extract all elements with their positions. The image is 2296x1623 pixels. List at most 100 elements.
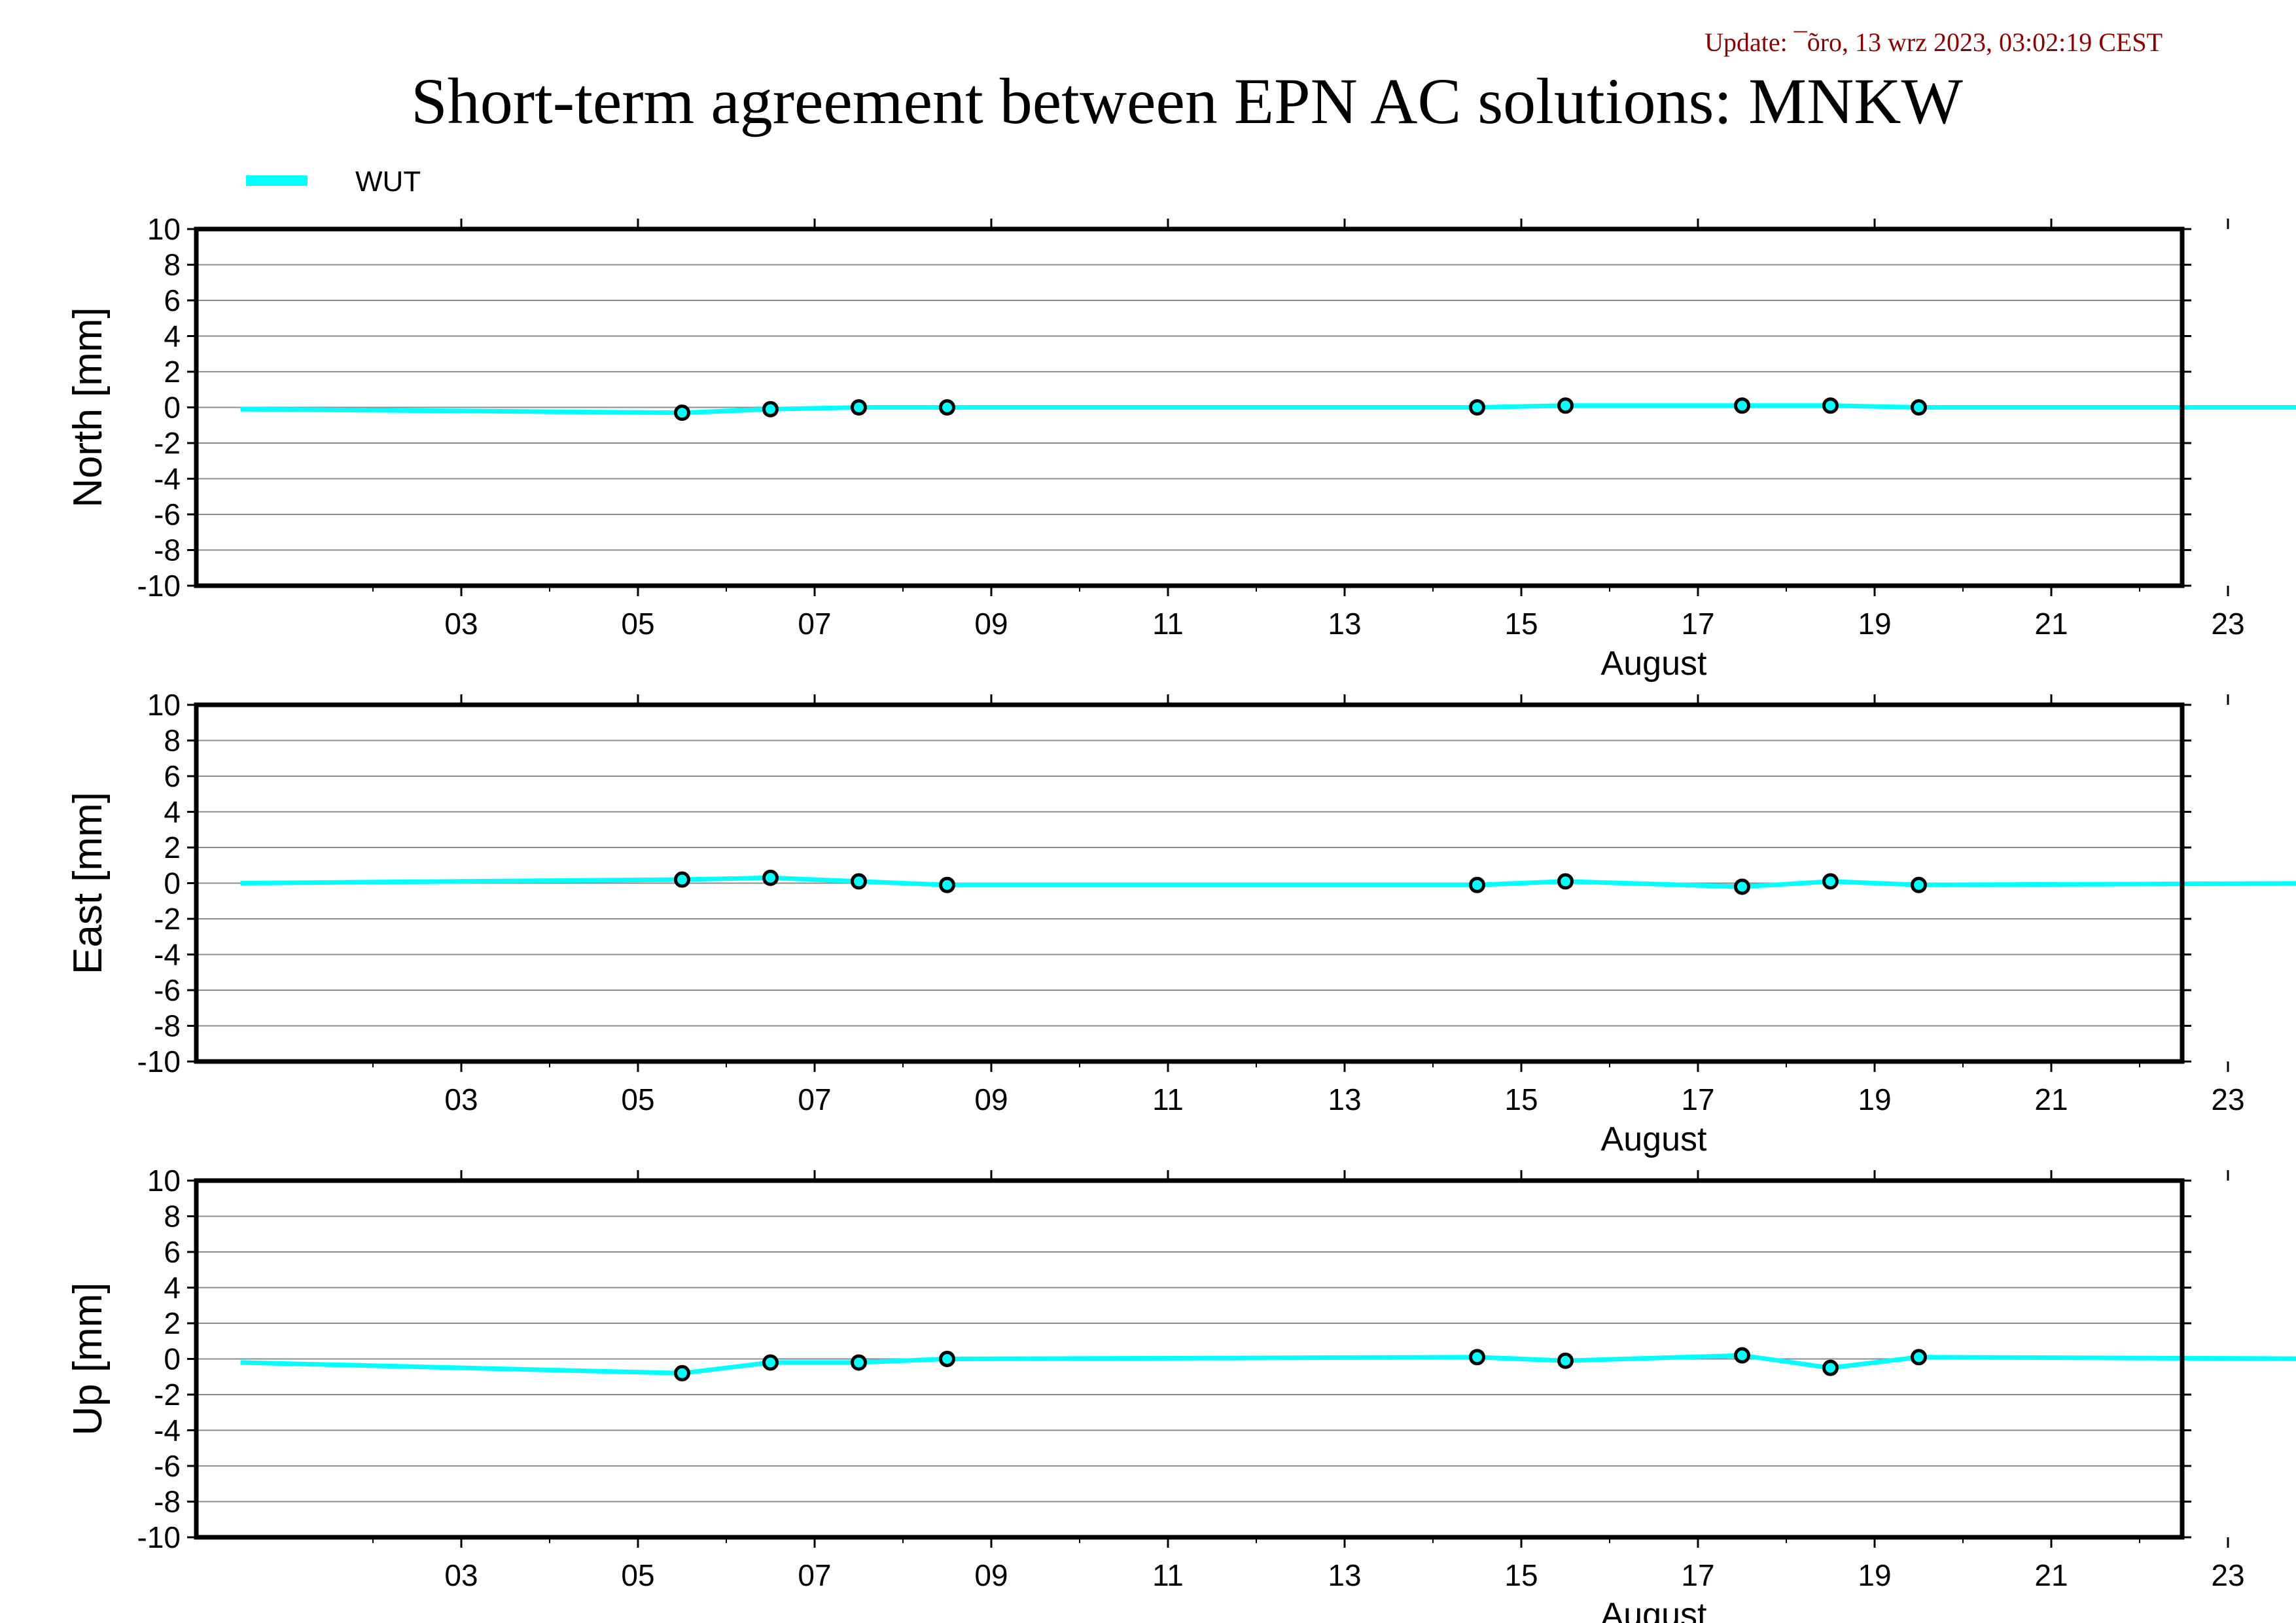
data-point bbox=[1822, 397, 1839, 414]
month-label: August bbox=[1601, 645, 1707, 683]
y-tick-label: -6 bbox=[154, 973, 181, 1007]
x-tick-label: 03 bbox=[444, 1558, 478, 1592]
x-tick-label: 11 bbox=[1152, 1558, 1184, 1592]
y-axis-label: Up [mm] bbox=[65, 1282, 111, 1435]
y-tick-label: -6 bbox=[154, 497, 181, 531]
x-tick-label: 19 bbox=[1858, 1082, 1891, 1116]
y-tick-label: -10 bbox=[137, 1044, 181, 1079]
x-tick-label: 07 bbox=[798, 607, 831, 641]
data-point bbox=[939, 876, 955, 893]
series-line-wut bbox=[240, 875, 2296, 889]
x-tick-label: 13 bbox=[1328, 607, 1361, 641]
data-point bbox=[1822, 1359, 1839, 1376]
x-tick-label: 09 bbox=[974, 607, 1008, 641]
data-point bbox=[851, 1354, 867, 1371]
data-point bbox=[1557, 873, 1574, 890]
y-tick-label: -10 bbox=[137, 1520, 181, 1554]
y-tick-label: 8 bbox=[164, 248, 181, 282]
data-point bbox=[939, 1351, 955, 1367]
x-tick-label: 15 bbox=[1504, 1082, 1538, 1116]
data-point bbox=[1734, 1347, 1750, 1364]
x-tick-label: 21 bbox=[2034, 607, 2068, 641]
y-tick-label: 2 bbox=[164, 830, 181, 865]
plot-frame bbox=[194, 1178, 2185, 1540]
x-tick-label: 21 bbox=[2034, 1082, 2068, 1116]
x-tick-label: 19 bbox=[1858, 1558, 1891, 1592]
y-tick-label: 10 bbox=[147, 688, 181, 722]
x-tick-label: 03 bbox=[444, 1082, 478, 1116]
data-point bbox=[1911, 876, 1927, 893]
y-tick-label: -8 bbox=[154, 1009, 181, 1043]
y-tick-label: -2 bbox=[154, 1378, 181, 1412]
data-point bbox=[762, 869, 779, 886]
legend: WUT bbox=[246, 166, 421, 198]
data-point bbox=[1469, 399, 1485, 416]
data-point bbox=[1734, 397, 1750, 414]
data-point bbox=[1557, 397, 1574, 414]
x-tick-label: 03 bbox=[444, 607, 478, 641]
x-tick-label: 07 bbox=[798, 1558, 831, 1592]
y-tick-label: 2 bbox=[164, 1306, 181, 1340]
y-tick-label: 10 bbox=[147, 212, 181, 246]
x-tick-label: 11 bbox=[1152, 607, 1184, 641]
x-tick-label: 23 bbox=[2211, 607, 2244, 641]
y-tick-label: 6 bbox=[164, 1235, 181, 1269]
data-point bbox=[1469, 1349, 1485, 1366]
y-tick-label: -2 bbox=[154, 426, 181, 460]
y-tick-label: -4 bbox=[154, 938, 181, 972]
x-tick-label: 15 bbox=[1504, 1558, 1538, 1592]
y-tick-label: 6 bbox=[164, 283, 181, 317]
y-tick-label: -2 bbox=[154, 902, 181, 936]
data-point bbox=[762, 1354, 779, 1371]
y-tick-label: 4 bbox=[164, 795, 181, 829]
series-line-wut bbox=[240, 403, 2296, 416]
data-point bbox=[674, 404, 690, 421]
y-tick-label: 8 bbox=[164, 724, 181, 758]
x-tick-label: 11 bbox=[1152, 1082, 1184, 1116]
x-tick-label: 21 bbox=[2034, 1558, 2068, 1592]
data-point bbox=[1734, 878, 1750, 895]
month-label: August bbox=[1601, 1120, 1707, 1158]
series-line-wut bbox=[240, 1353, 2296, 1376]
y-tick-label: 6 bbox=[164, 759, 181, 793]
update-timestamp: Update: ¯õro, 13 wrz 2023, 03:02:19 CEST bbox=[1704, 27, 2163, 57]
x-tick-label: 05 bbox=[621, 1558, 654, 1592]
x-tick-label: 15 bbox=[1504, 607, 1538, 641]
x-tick-label: 05 bbox=[621, 607, 654, 641]
plot-frame bbox=[194, 702, 2185, 1064]
y-axis-label: North [mm] bbox=[65, 307, 111, 508]
x-tick-label: 09 bbox=[974, 1082, 1008, 1116]
y-tick-label: 8 bbox=[164, 1200, 181, 1234]
data-point bbox=[1557, 1352, 1574, 1369]
y-tick-label: 0 bbox=[164, 866, 181, 901]
data-point bbox=[762, 401, 779, 418]
x-tick-label: 17 bbox=[1681, 1082, 1714, 1116]
x-tick-label: 23 bbox=[2211, 1082, 2244, 1116]
x-tick-label: 17 bbox=[1681, 607, 1714, 641]
data-point bbox=[1911, 399, 1927, 416]
y-tick-label: 4 bbox=[164, 1271, 181, 1305]
data-point bbox=[1469, 876, 1485, 893]
x-tick-label: 13 bbox=[1328, 1558, 1361, 1592]
x-tick-label: 07 bbox=[798, 1082, 831, 1116]
y-tick-label: 4 bbox=[164, 319, 181, 353]
legend-label: WUT bbox=[355, 166, 421, 198]
y-tick-label: 10 bbox=[147, 1164, 181, 1198]
chart-title: Short-term agreement between EPN AC solu… bbox=[411, 65, 1963, 137]
data-point bbox=[674, 1364, 690, 1382]
y-axis-label: East [mm] bbox=[65, 792, 111, 974]
y-tick-label: 2 bbox=[164, 355, 181, 389]
data-point bbox=[1822, 873, 1839, 890]
month-label: August bbox=[1601, 1596, 1707, 1623]
data-point bbox=[1911, 1349, 1927, 1366]
data-point bbox=[674, 871, 690, 888]
y-tick-label: -6 bbox=[154, 1449, 181, 1483]
x-tick-label: 23 bbox=[2211, 1558, 2244, 1592]
y-tick-label: 0 bbox=[164, 1342, 181, 1376]
y-tick-label: -8 bbox=[154, 533, 181, 567]
